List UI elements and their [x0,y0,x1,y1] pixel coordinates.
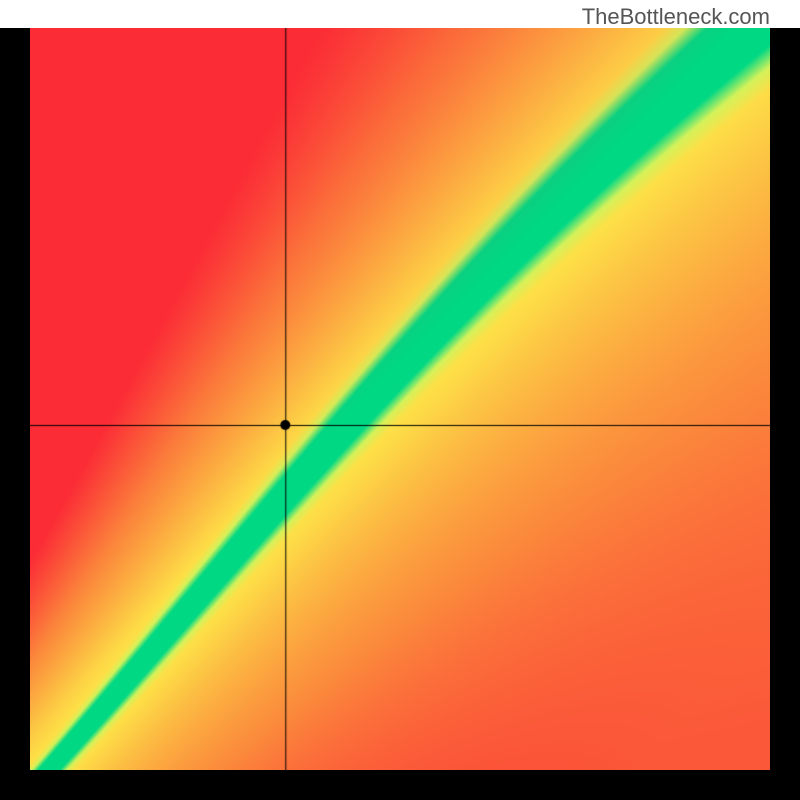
chart-frame [0,28,800,800]
watermark-text: TheBottleneck.com [582,4,770,30]
crosshair-overlay [30,28,770,770]
chart-container: TheBottleneck.com [0,0,800,800]
